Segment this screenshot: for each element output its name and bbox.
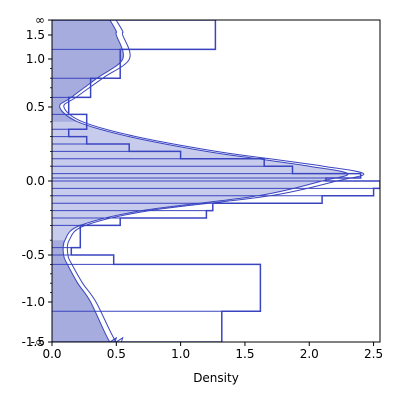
x-tick-label: 0.0 [42,347,61,361]
y-tick-label: -1.0 [22,295,45,309]
x-tick-label: 2.5 [364,347,383,361]
y-tick-label: -∞ [31,335,45,349]
x-tick-label: 1.5 [235,347,254,361]
x-tick-label: 2.0 [300,347,319,361]
kde-line-outer [63,20,365,342]
plot-area [52,20,380,342]
x-tick-label: 1.0 [171,347,190,361]
y-tick-label: 1.5 [26,28,45,42]
x-tick-label: 0.5 [107,347,126,361]
kde-tail-low [52,240,117,342]
y-tick-label: 1.0 [26,52,45,66]
y-tick-label: ∞ [35,13,45,27]
y-axis: -∞-1.5 -1.0 -0.5 0.0 0.5 1.0 1.5∞ [22,13,52,349]
y-tick-label: 0.0 [26,174,45,188]
x-axis: 0.0 0.5 1.0 1.5 2.0 2.5 [42,342,383,361]
y-tick-label: -1.5 [22,335,45,349]
x-axis-label: Density [193,371,239,385]
y-tick-label: -0.5 [22,248,45,262]
kde-tail-high [52,20,124,122]
y-tick-label: 0.5 [26,100,45,114]
